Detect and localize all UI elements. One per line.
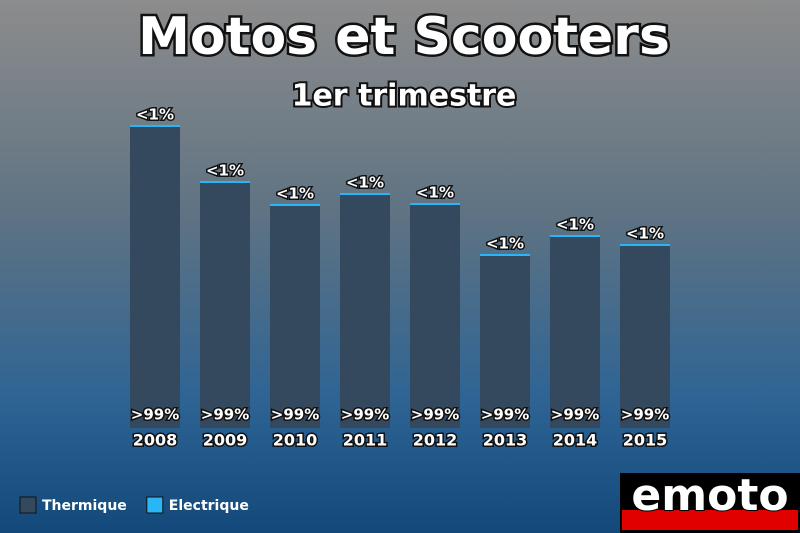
x-tick-label: 2011 xyxy=(343,431,388,450)
chart-subtitle: 1er trimestre xyxy=(292,79,517,114)
logo-band xyxy=(622,510,798,530)
legend-label: Thermique xyxy=(42,498,127,514)
x-tick-label: 2012 xyxy=(413,431,458,450)
value-label: >99% xyxy=(481,406,529,424)
value-label: >99% xyxy=(201,406,249,424)
value-label: <1% xyxy=(416,184,454,202)
value-label: <1% xyxy=(556,216,594,234)
value-label: >99% xyxy=(621,406,669,424)
value-label: <1% xyxy=(486,235,524,253)
value-label: <1% xyxy=(206,162,244,180)
x-tick-label: 2013 xyxy=(483,431,528,450)
bar-segment xyxy=(130,127,180,428)
x-tick-label: 2008 xyxy=(133,431,178,450)
value-label: <1% xyxy=(136,106,174,124)
x-tick-label: 2010 xyxy=(273,431,318,450)
value-label: >99% xyxy=(341,406,389,424)
bar-segment xyxy=(200,181,250,183)
bar-segment xyxy=(620,244,670,246)
bar-segment xyxy=(410,205,460,428)
legend-swatch xyxy=(19,496,37,514)
bar-segment xyxy=(340,193,390,195)
x-tick-label: 2014 xyxy=(553,431,598,450)
bar-segment xyxy=(550,237,600,428)
value-label: <1% xyxy=(346,174,384,192)
legend-swatch xyxy=(146,496,164,514)
bar-segment xyxy=(200,183,250,428)
bar-segment xyxy=(340,195,390,428)
value-label: >99% xyxy=(131,406,179,424)
bar-segment xyxy=(480,256,530,428)
bar-segment xyxy=(270,204,320,206)
value-label: <1% xyxy=(276,185,314,203)
value-label: >99% xyxy=(551,406,599,424)
x-tick-label: 2009 xyxy=(203,431,248,450)
bar-segment xyxy=(550,235,600,237)
legend-label: Electrique xyxy=(169,498,249,514)
bar-segment xyxy=(620,246,670,428)
value-label: <1% xyxy=(626,225,664,243)
logo: emoto xyxy=(631,470,788,521)
bar-segment xyxy=(480,254,530,256)
bar-segment xyxy=(270,206,320,428)
value-label: >99% xyxy=(411,406,459,424)
x-tick-label: 2015 xyxy=(623,431,668,450)
bar-segment xyxy=(130,125,180,127)
bar-segment xyxy=(410,203,460,205)
chart-title: Motos et Scooters xyxy=(138,7,670,67)
value-label: >99% xyxy=(271,406,319,424)
